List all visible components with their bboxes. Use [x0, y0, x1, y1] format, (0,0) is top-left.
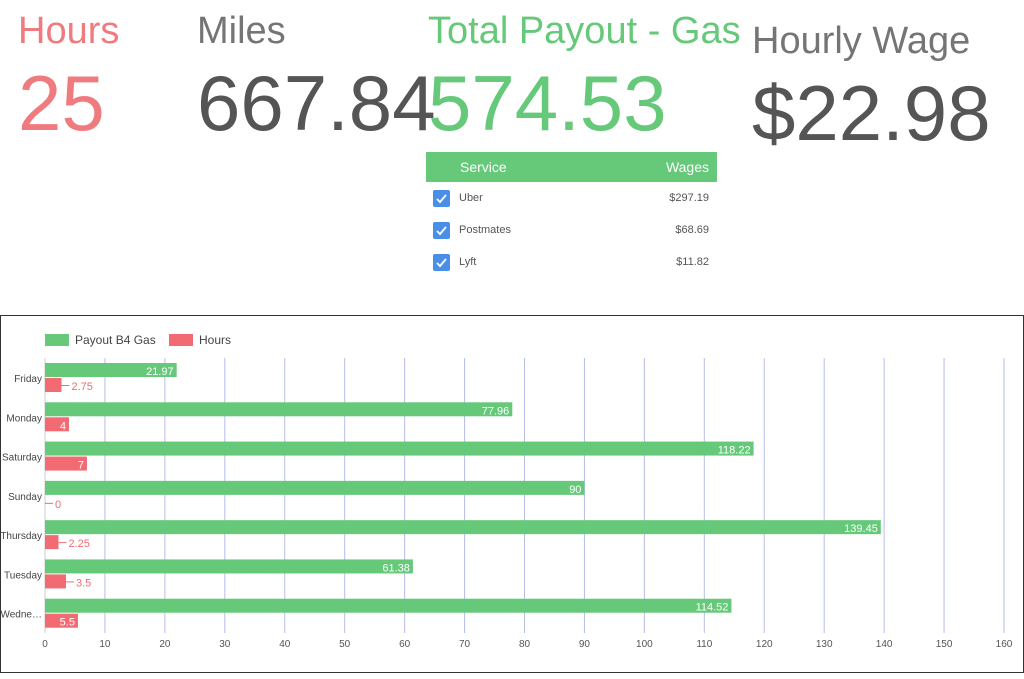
- data-label: 2.75: [71, 381, 92, 393]
- legend-label-payout[interactable]: Payout B4 Gas: [75, 333, 156, 347]
- x-tick-label: 160: [996, 639, 1013, 650]
- service-row-lyft[interactable]: Lyft $11.82: [426, 246, 717, 278]
- payout-label: Total Payout - Gas: [428, 10, 741, 52]
- legend-swatch-hours[interactable]: [169, 334, 193, 346]
- data-label: 61.38: [382, 562, 410, 574]
- payout-bar[interactable]: [45, 441, 754, 456]
- x-tick-label: 0: [42, 639, 48, 650]
- service-name: Uber: [459, 192, 483, 204]
- x-tick-label: 30: [219, 639, 231, 650]
- data-label: 21.97: [146, 366, 174, 378]
- x-tick-label: 90: [579, 639, 591, 650]
- hours-bar[interactable]: [45, 417, 69, 432]
- x-tick-label: 80: [519, 639, 531, 650]
- hours-label: Hours: [18, 10, 120, 52]
- data-label: 90: [569, 484, 581, 496]
- x-tick-label: 120: [756, 639, 773, 650]
- service-row-postmates[interactable]: Postmates $68.69: [426, 214, 717, 246]
- hours-bar[interactable]: [45, 574, 66, 589]
- checkbox-checked-icon[interactable]: [433, 253, 450, 271]
- data-label: 2.25: [68, 538, 89, 550]
- x-tick-label: 150: [936, 639, 953, 650]
- category-label: Wedne…: [1, 610, 42, 621]
- category-label: Tuesday: [4, 570, 42, 581]
- category-label: Friday: [14, 374, 42, 385]
- payout-bar[interactable]: [45, 402, 513, 417]
- daily-bar-chart: 0 10 20 30 40 50 60 70 80 90 100 110 120 130 140 150 160…: [0, 315, 1024, 673]
- data-label: 0: [55, 499, 61, 511]
- hours-bar[interactable]: [45, 456, 87, 471]
- hours-kpi: Hours 25: [18, 12, 119, 142]
- service-name: Lyft: [459, 256, 477, 268]
- data-label: 77.96: [482, 405, 510, 417]
- x-tick-label: 60: [399, 639, 411, 650]
- data-label: 5.5: [60, 617, 75, 629]
- checkbox-checked-icon[interactable]: [433, 221, 450, 239]
- category-label: Thursday: [1, 531, 42, 542]
- hours-value: 25: [18, 59, 105, 147]
- payout-bar[interactable]: [45, 520, 881, 535]
- wage-value: $22.98: [752, 69, 991, 157]
- payout-value: 574.53: [428, 59, 667, 147]
- x-tick-label: 130: [816, 639, 833, 650]
- data-label: 139.45: [844, 523, 878, 535]
- wage-kpi: Hourly Wage $22.98: [752, 22, 991, 152]
- payout-bar[interactable]: [45, 363, 177, 377]
- data-label: 4: [60, 420, 66, 432]
- miles-kpi: Miles 667.84: [197, 12, 436, 142]
- data-label: 118.22: [718, 445, 751, 457]
- legend-label-hours[interactable]: Hours: [199, 333, 231, 347]
- checkbox-checked-icon[interactable]: [433, 189, 450, 207]
- category-label: Monday: [6, 413, 42, 424]
- x-tick-label: 20: [159, 639, 171, 650]
- service-table-header: Service Wages: [426, 152, 717, 182]
- chart-canvas: 0 10 20 30 40 50 60 70 80 90 100 110 120 130 140 150 160…: [1, 333, 1013, 650]
- hours-bar[interactable]: [45, 535, 59, 550]
- wage-label: Hourly Wage: [752, 20, 971, 62]
- category-label: Saturday: [2, 453, 42, 464]
- x-tick-label: 140: [876, 639, 893, 650]
- x-tick-label: 70: [459, 639, 471, 650]
- service-wage: $297.19: [669, 192, 709, 204]
- hours-bar[interactable]: [45, 613, 78, 628]
- service-column-header[interactable]: Service: [460, 159, 507, 175]
- service-wage: $11.82: [676, 256, 709, 268]
- hours-bar[interactable]: [45, 378, 62, 392]
- category-label: Sunday: [8, 492, 42, 503]
- service-wage: $68.69: [675, 224, 709, 236]
- service-row-uber[interactable]: Uber $297.19: [426, 182, 717, 214]
- data-label: 7: [78, 460, 84, 472]
- x-tick-label: 100: [636, 639, 653, 650]
- service-name: Postmates: [459, 224, 511, 236]
- legend-swatch-payout[interactable]: [45, 334, 69, 346]
- data-label: 3.5: [76, 577, 91, 589]
- payout-bar[interactable]: [45, 598, 732, 613]
- payout-kpi: Total Payout - Gas 574.53: [428, 12, 741, 142]
- miles-label: Miles: [197, 10, 286, 52]
- x-tick-label: 40: [279, 639, 291, 650]
- payout-bar[interactable]: [45, 480, 585, 495]
- wages-column-header[interactable]: Wages: [665, 159, 709, 175]
- service-filter-table: Service Wages Uber $297.19 Postmates $68…: [426, 152, 717, 278]
- data-label: 114.52: [696, 602, 729, 614]
- x-tick-label: 50: [339, 639, 351, 650]
- miles-value: 667.84: [197, 59, 436, 147]
- payout-bar[interactable]: [45, 559, 413, 574]
- x-tick-label: 110: [696, 639, 712, 650]
- x-tick-label: 10: [99, 639, 111, 650]
